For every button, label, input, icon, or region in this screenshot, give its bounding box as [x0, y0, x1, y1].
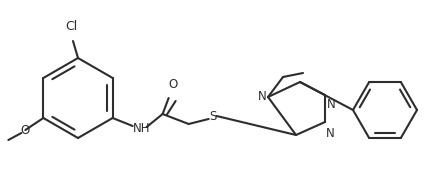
Text: NH: NH: [133, 122, 150, 135]
Text: N: N: [258, 89, 267, 103]
Text: S: S: [209, 109, 216, 122]
Text: N: N: [326, 127, 335, 140]
Text: O: O: [168, 78, 177, 91]
Text: Cl: Cl: [65, 20, 77, 33]
Text: N: N: [327, 98, 336, 111]
Text: O: O: [21, 123, 30, 137]
